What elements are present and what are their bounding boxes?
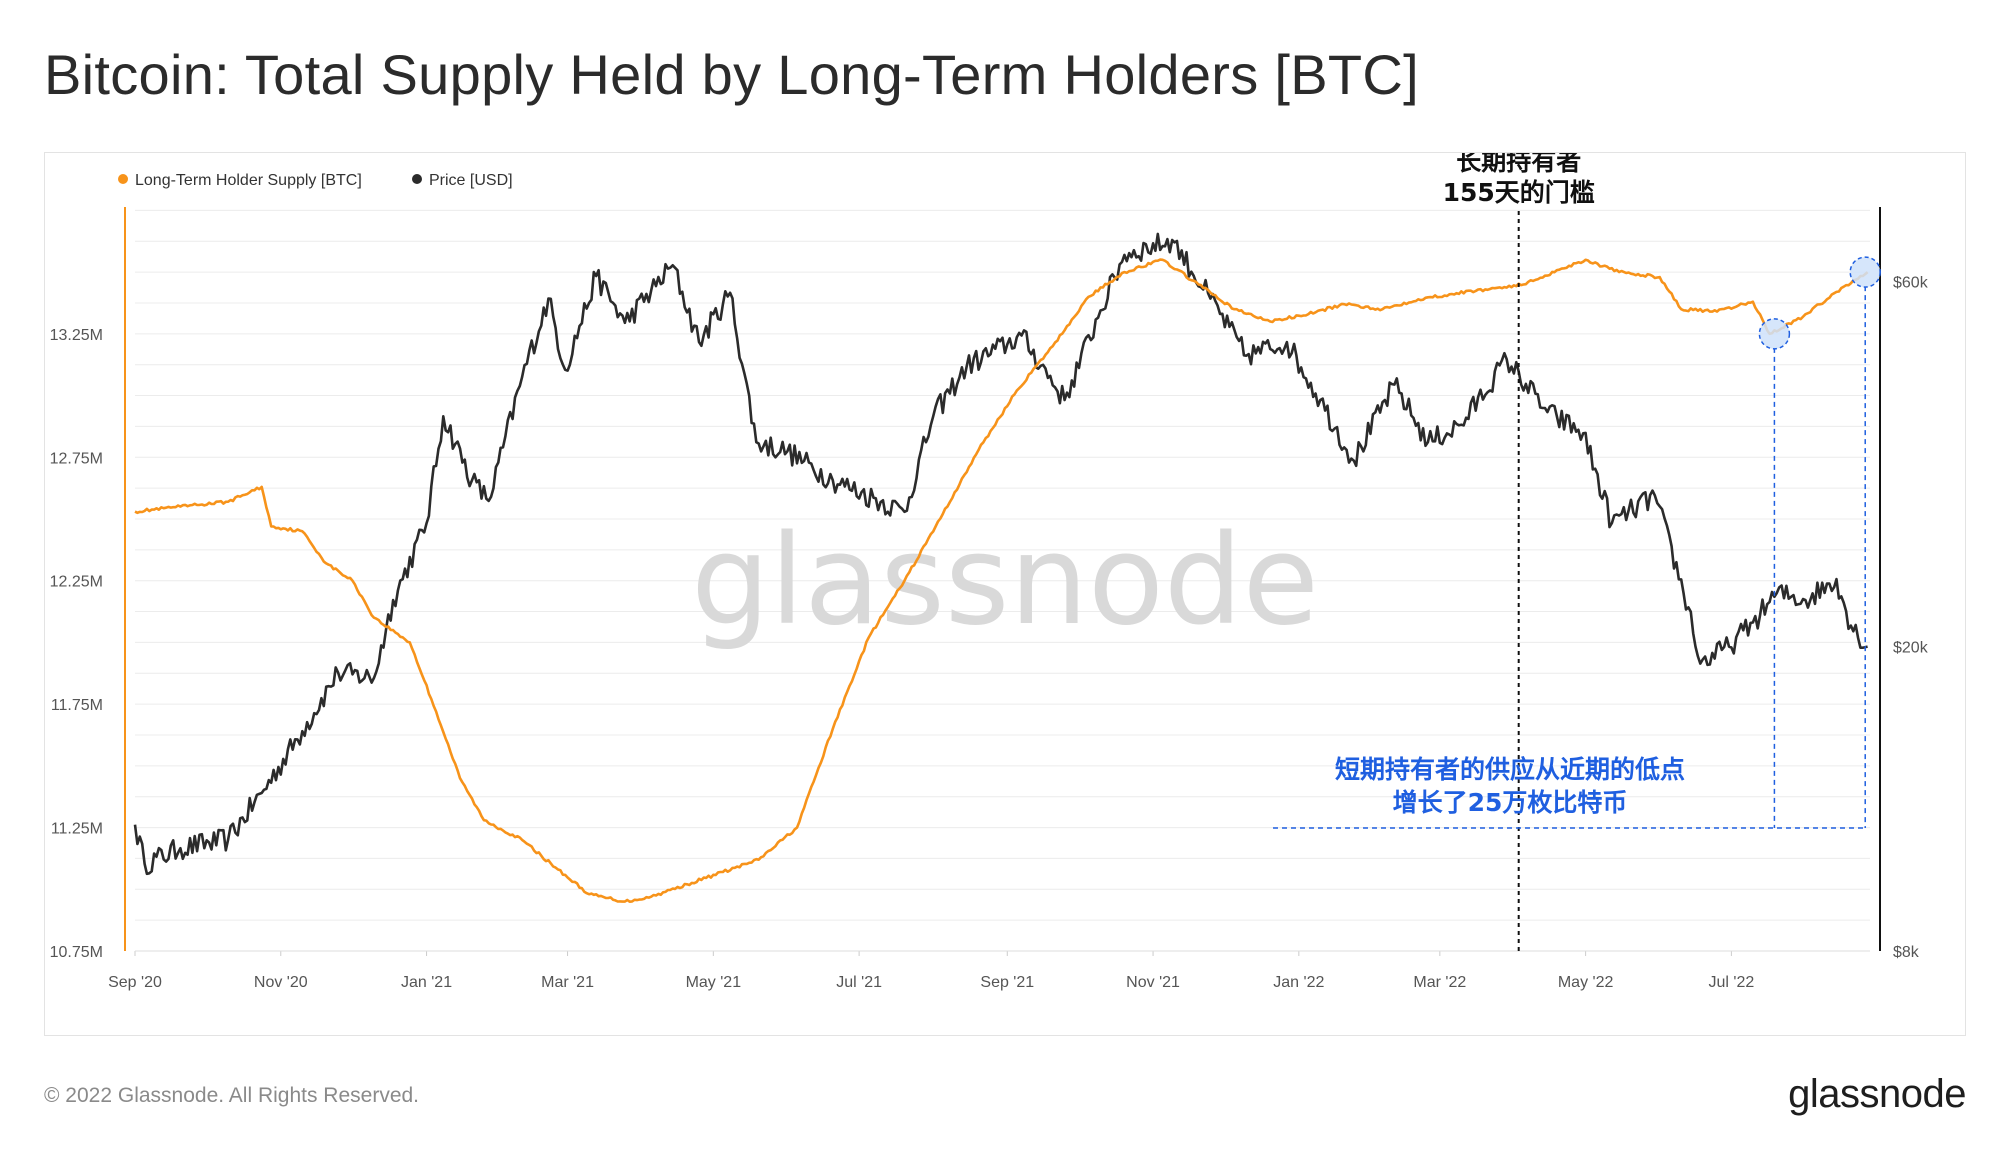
- x-tick-label: Sep '20: [108, 974, 162, 991]
- x-tick-label: Jul '21: [836, 974, 882, 991]
- threshold-label-line-1: 长期持有者: [1456, 153, 1581, 176]
- x-tick-label: May '22: [1558, 974, 1614, 991]
- x-tick-label: May '21: [686, 974, 742, 991]
- chart-frame: 10.75M 11.25M 11.75M 12.25M 12.75M 13.25M $8k $…: [44, 152, 1966, 1036]
- chart-title: Bitcoin: Total Supply Held by Long-Term …: [44, 43, 1420, 106]
- growth-note-line-1: 短期持有者的供应从近期的低点: [1335, 755, 1685, 784]
- x-tick-label: Mar '21: [541, 974, 594, 991]
- footer-copyright: © 2022 Glassnode. All Rights Reserved.: [44, 1084, 420, 1107]
- x-tick-label: Mar '22: [1413, 974, 1466, 991]
- legend-swatch-lth: [118, 174, 128, 184]
- y-left-tick-label: 12.75M: [50, 450, 103, 467]
- legend-swatch-price: [412, 174, 422, 184]
- x-tick-label: Jan '22: [1273, 974, 1324, 991]
- x-tick-label: Jul '22: [1709, 974, 1755, 991]
- y-right-tick-label: $60k: [1893, 275, 1929, 292]
- chart-svg: 10.75M 11.25M 11.75M 12.25M 12.75M 13.25M $8k $…: [50, 153, 1929, 991]
- x-tick-label: Nov '20: [254, 974, 308, 991]
- footer-logo: glassnode: [1788, 1072, 1966, 1116]
- legend-label-price: Price [USD]: [429, 172, 513, 189]
- low-point-marker: [1758, 318, 1791, 350]
- end-point-marker: [1849, 256, 1881, 288]
- growth-note-line-2: 增长了25万枚比特币: [1393, 788, 1628, 817]
- watermark: glassnode: [691, 509, 1319, 653]
- threshold-label-line-2: 155天的门槛: [1443, 178, 1595, 207]
- x-tick-label: Sep '21: [980, 974, 1034, 991]
- price-series-line: [133, 232, 1868, 876]
- y-left-tick-label: 13.25M: [50, 327, 103, 344]
- y-left-tick-label: 12.25M: [50, 574, 103, 591]
- x-tick-label: Jan '21: [401, 974, 452, 991]
- y-right-tick-label: $8k: [1893, 944, 1920, 961]
- lth-supply-series-line: [134, 258, 1869, 903]
- y-left-tick-label: 11.25M: [51, 821, 103, 838]
- y-left-tick-label: 10.75M: [50, 944, 103, 961]
- legend-label-lth: Long-Term Holder Supply [BTC]: [135, 172, 362, 189]
- y-left-tick-label: 11.75M: [51, 697, 103, 714]
- y-right-tick-label: $20k: [1893, 640, 1929, 657]
- x-tick-label: Nov '21: [1126, 974, 1180, 991]
